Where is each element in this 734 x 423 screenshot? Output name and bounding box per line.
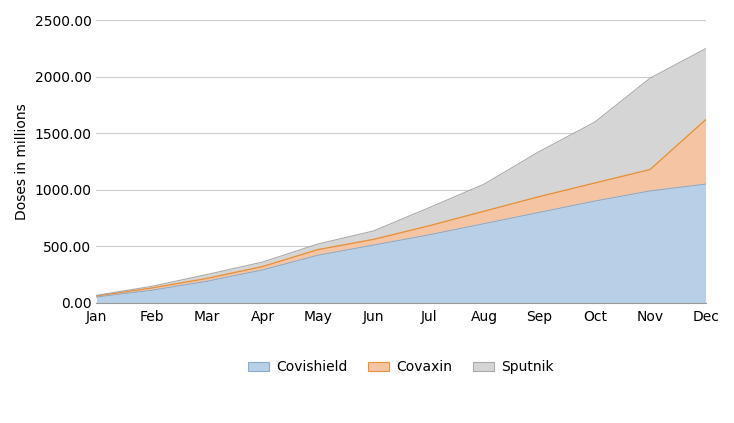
Legend: Covishield, Covaxin, Sputnik: Covishield, Covaxin, Sputnik: [243, 355, 559, 380]
Y-axis label: Doses in millions: Doses in millions: [15, 103, 29, 220]
